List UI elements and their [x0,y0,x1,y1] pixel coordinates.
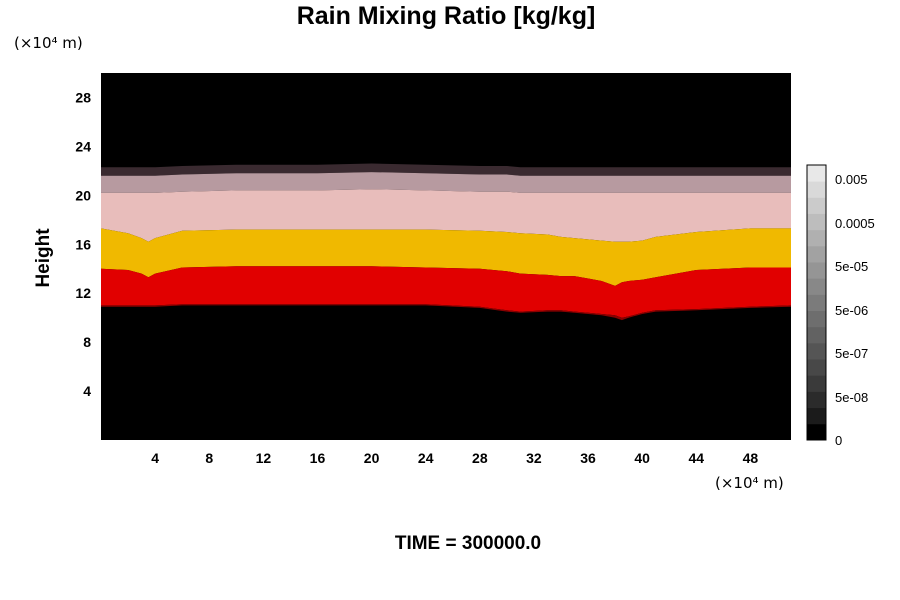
colorbar-swatch [807,423,826,441]
colorbar-swatch [807,391,826,409]
colorbar-tick-label: 5e-06 [835,303,868,318]
y-tick-label: 16 [75,236,91,252]
y-axis-label: Height [33,228,54,288]
colorbar-tick-label: 5e-08 [835,390,868,405]
x-tick-label: 28 [472,450,488,466]
y-tick-label: 28 [75,89,91,105]
colorbar-tick-label: 5e-05 [835,259,868,274]
y-tick-label: 20 [75,187,91,203]
colorbar-swatch [807,359,826,376]
colorbar-swatch [807,375,826,392]
plot-area [101,73,791,440]
colorbar-swatch [807,262,826,279]
y-axis-unit: (×10⁴ m) [14,34,83,52]
y-axis: 4 8 12 16 20 24 28 [75,89,91,399]
x-axis-unit: (×10⁴ m) [715,474,784,492]
x-tick-label: 48 [743,450,759,466]
x-tick-label: 24 [418,450,434,466]
x-tick-label: 4 [151,450,159,466]
y-tick-label: 12 [75,285,91,301]
colorbar-swatch [807,294,826,311]
contour-band-mauve [101,172,791,193]
colorbar-swatch [807,342,826,360]
colorbar-swatch [807,310,826,328]
colorbar-swatch [807,165,826,182]
x-tick-label: 36 [580,450,596,466]
x-tick-label: 16 [310,450,326,466]
colorbar-tick-label: 0.0005 [835,216,875,231]
y-tick-label: 24 [75,138,91,154]
colorbar-tick-label: 0 [835,433,842,448]
colorbar-swatch [807,278,826,295]
colorbar-swatch [807,245,826,263]
x-tick-label: 40 [634,450,650,466]
contour-band-dark-red [101,304,791,321]
contour-band-red [101,266,791,318]
colorbar-tick-label: 5e-07 [835,346,868,361]
x-tick-label: 8 [205,450,213,466]
x-tick-label: 12 [256,450,272,466]
colorbar-swatch [807,407,826,425]
colorbar-tick-label: 0.005 [835,172,868,187]
colorbar-swatch [807,229,826,247]
contour-band-yellow [101,228,791,286]
colorbar-frame [806,164,827,441]
x-axis: 4 8 12 16 20 24 28 32 36 40 44 48 [151,450,758,466]
x-tick-label: 32 [526,450,542,466]
colorbar-swatch [807,197,826,214]
chart-title: Rain Mixing Ratio [kg/kg] [297,2,596,30]
colorbar: 0.005 0.0005 5e-05 5e-06 5e-07 5e-08 0 [806,164,875,448]
x-tick-label: 44 [689,450,705,466]
colorbar-swatch [807,181,826,198]
contour-band-dark-fringe [101,163,791,176]
x-tick-label: 20 [364,450,380,466]
y-tick-label: 4 [83,383,91,399]
time-label: TIME = 300000.0 [395,533,541,554]
colorbar-swatch [807,213,826,231]
contour-band-pink [101,189,791,242]
y-tick-label: 8 [83,334,91,350]
colorbar-swatch [807,326,826,344]
